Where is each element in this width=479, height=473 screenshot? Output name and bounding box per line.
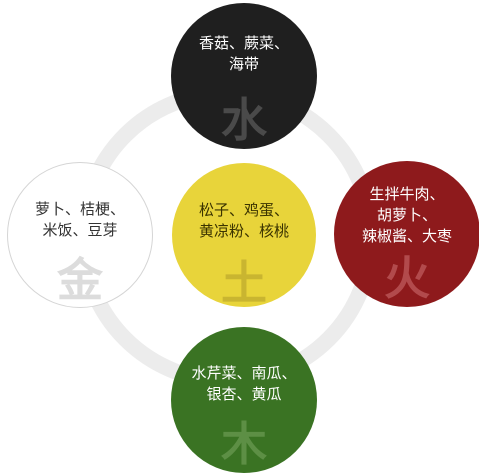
wood-food-list: 水芹菜、南瓜、 银杏、黄瓜 [171,363,317,405]
wood-element-circle: 水芹菜、南瓜、 银杏、黄瓜 木 [171,327,317,473]
water-glyph: 水 [221,93,267,147]
wood-food-line-1: 水芹菜、南瓜、 [191,364,297,382]
wood-food-line-2: 银杏、黄瓜 [206,385,282,403]
metal-food-line-1: 萝卜、桔梗、 [34,200,125,218]
earth-glyph: 土 [221,256,267,307]
metal-element-circle: 萝卜、桔梗、 米饭、豆芽 金 [7,162,153,308]
metal-food-list: 萝卜、桔梗、 米饭、豆芽 [8,199,152,241]
water-food-line-2: 海带 [228,55,259,73]
fire-glyph: 火 [384,251,430,305]
wood-glyph: 木 [221,417,267,471]
fire-food-line-1: 生拌牛肉、 [369,185,445,203]
fire-food-line-3: 辣椒酱、大枣 [361,227,452,245]
fire-element-circle: 生拌牛肉、 胡萝卜、 辣椒酱、大枣 火 [334,161,479,307]
earth-food-list: 松子、鸡蛋、 黄凉粉、核桃 [172,200,316,242]
earth-food-line-2: 黄凉粉、核桃 [198,222,289,240]
metal-food-line-2: 米饭、豆芽 [42,221,118,239]
earth-food-line-1: 松子、鸡蛋、 [198,201,289,219]
water-food-line-1: 香菇、蕨菜、 [198,34,289,52]
water-food-list: 香菇、蕨菜、 海带 [171,33,317,75]
fire-food-line-2: 胡萝卜、 [376,206,437,224]
earth-element-circle: 松子、鸡蛋、 黄凉粉、核桃 土 [172,163,316,307]
fire-food-list: 生拌牛肉、 胡萝卜、 辣椒酱、大枣 [334,184,479,247]
water-element-circle: 香菇、蕨菜、 海带 水 [171,3,317,149]
metal-glyph: 金 [57,253,103,307]
